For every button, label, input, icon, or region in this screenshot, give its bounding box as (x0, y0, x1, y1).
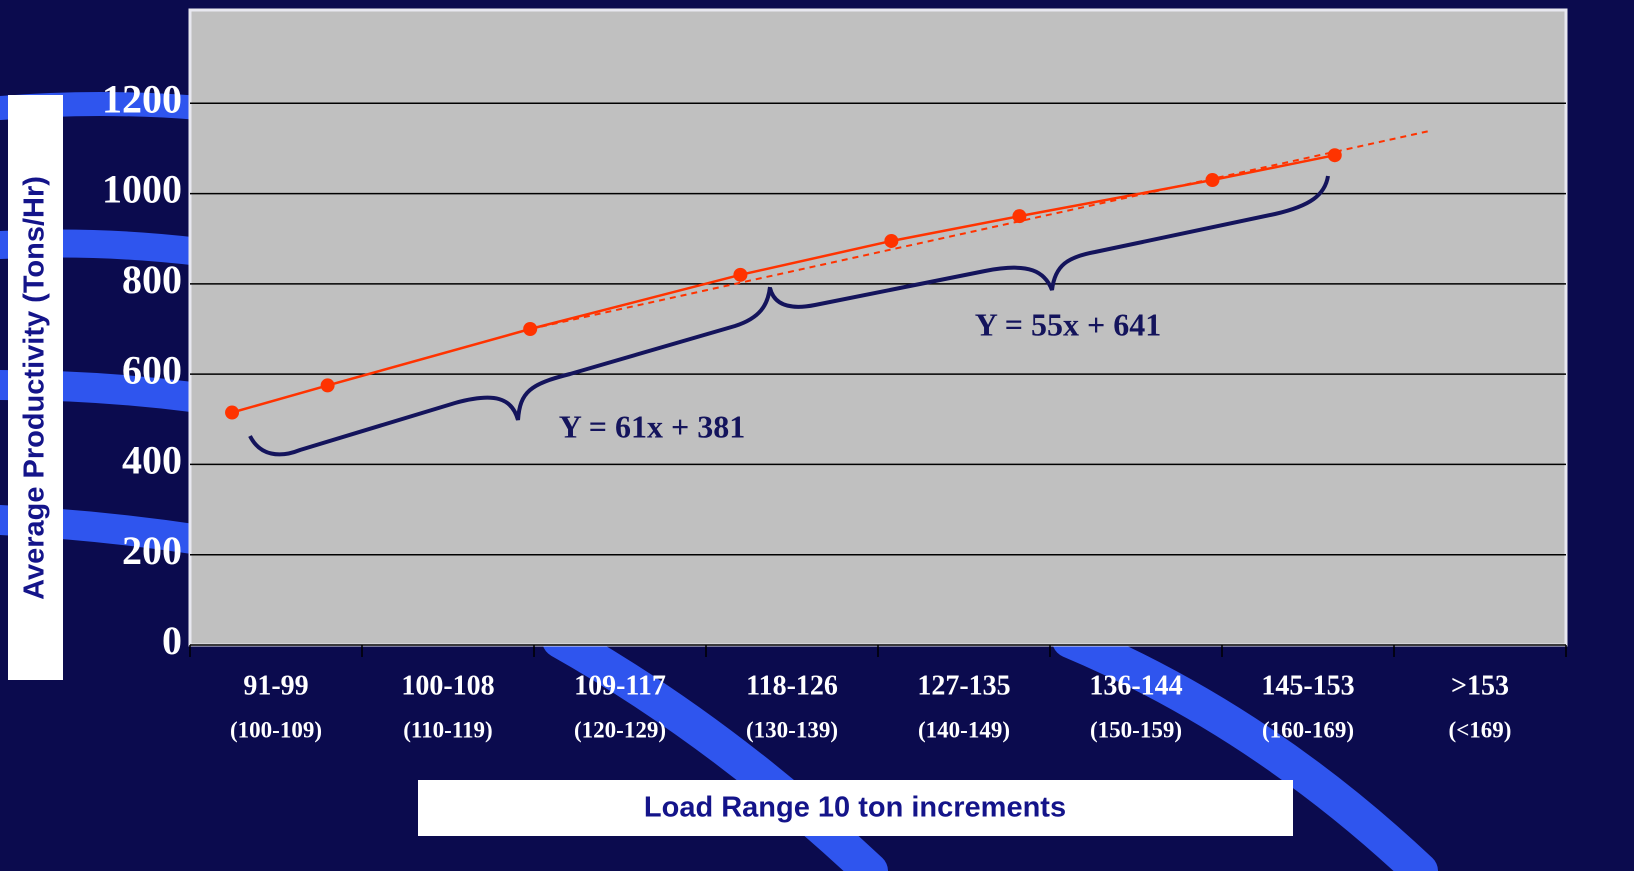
data-point (733, 267, 748, 282)
y-axis-title: Average Productivity (Tons/Hr) (19, 176, 51, 600)
x-tick-label: 91-99 (243, 670, 308, 701)
x-tick-label: 136-144 (1089, 670, 1182, 701)
data-point (320, 378, 335, 393)
x-tick-sublabel: (160-169) (1262, 717, 1354, 742)
x-tick-sublabel: (140-149) (918, 717, 1010, 742)
plot-area (188, 8, 1568, 647)
data-layer (190, 102, 1566, 646)
y-tick-label: 400 (122, 438, 182, 483)
annotation: Y = 55x + 641 (975, 306, 1161, 342)
x-tick-label: 100-108 (401, 670, 494, 701)
x-title-box (418, 780, 1293, 836)
y-title-box (8, 95, 63, 680)
x-tick-sublabel: (120-129) (574, 717, 666, 742)
data-point (1012, 209, 1027, 224)
data-point (1205, 173, 1220, 188)
y-tick-label: 600 (122, 347, 182, 392)
y-tick-label: 200 (122, 528, 182, 573)
y-tick-label: 1000 (102, 167, 182, 212)
x-tick-label: 118-126 (746, 670, 838, 701)
x-tick-sublabel: (130-139) (746, 717, 838, 742)
x-tick-label: 127-135 (917, 670, 1010, 701)
y-tick-label: 0 (162, 618, 182, 663)
x-tick-sublabel: (<169) (1449, 717, 1512, 742)
x-tick-sublabel: (150-159) (1090, 717, 1182, 742)
y-tick-label: 1200 (102, 76, 182, 121)
annotation: Y = 61x + 381 (559, 408, 745, 444)
x-tick-label: 109-117 (574, 670, 666, 701)
x-tick-sublabel: (100-109) (230, 717, 322, 742)
x-tick-sublabel: (110-119) (403, 717, 492, 742)
annotation-braces (248, 175, 1330, 457)
y-tick-label: 800 (122, 257, 182, 302)
data-point (225, 405, 240, 420)
data-point (884, 233, 899, 248)
data-point (1327, 148, 1342, 163)
data-point (523, 322, 538, 336)
x-tick-label: >153 (1451, 670, 1509, 701)
x-axis-title: Load Range 10 ton increments (644, 792, 1066, 824)
series-line (231, 153, 1336, 414)
x-tick-label: 145-153 (1261, 670, 1354, 701)
